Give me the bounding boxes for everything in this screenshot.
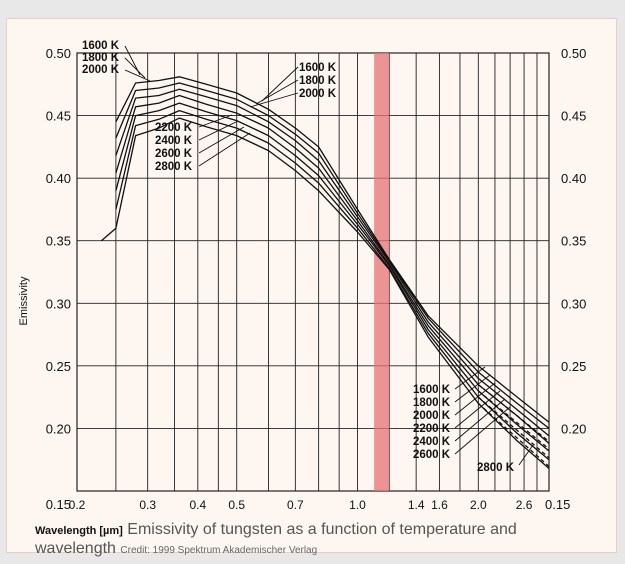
y-tick-label-right: 0.25 — [561, 359, 586, 374]
y-tick-label-right: 0.35 — [561, 234, 586, 249]
y-tick-label-right: 0.40 — [561, 171, 586, 186]
label-lower-left: 1800 K — [413, 397, 451, 409]
chart-grid — [76, 52, 550, 492]
y-tick-label-right: 0.50 — [561, 46, 586, 61]
y-tick-label-right: 0.30 — [561, 296, 586, 311]
caption-text: Emissivity of tungsten as a function of … — [35, 521, 517, 557]
y-tick-label-right: 0.45 — [561, 109, 586, 124]
series-dash-2800k — [477, 402, 550, 467]
right-corner-tick-label: 0.15 — [545, 497, 570, 512]
figure-card: 0.50 0.50 0.45 0.45 0.40 0.40 0.35 0.35 0.30 0.30… — [6, 18, 617, 557]
leader-line — [198, 126, 245, 154]
highlight-band — [374, 53, 390, 491]
caption-credit: Credit: 1999 Spektrum Akademischer Verla… — [120, 545, 318, 556]
x-tick-label: 1.6 — [431, 498, 448, 512]
leader-line — [124, 69, 151, 82]
plot-frame — [76, 52, 550, 492]
y-tick-label-left: 0.45 — [46, 109, 71, 124]
leader-line — [198, 114, 233, 128]
series-line-1800k — [115, 82, 550, 429]
x-tick-label: 0.4 — [189, 498, 206, 512]
label-middle: 2400 K — [155, 135, 193, 147]
series-line-2600k — [115, 109, 550, 461]
series-dash-2400k — [477, 390, 550, 450]
x-tick-label: 1.0 — [349, 498, 366, 512]
label-upper-left: 2000 K — [82, 64, 120, 76]
label-upper-right: 1600 K — [299, 62, 337, 74]
y-tick-label-left: 0.35 — [46, 234, 71, 249]
series-line-2200k — [115, 94, 550, 444]
label-upper-right: 1800 K — [299, 75, 337, 87]
label-lower-left: 2200 K — [413, 423, 451, 435]
tick-labels: 0.50 0.500.45 0.450.40 0.400.35 0.350.30 0.30… — [46, 46, 587, 512]
x-tick-label: 0.3 — [139, 498, 156, 512]
label-lower-right: 2800 K — [477, 462, 515, 474]
label-middle: 2200 K — [155, 122, 193, 134]
leader-line — [454, 374, 491, 403]
label-upper-left: 1800 K — [82, 52, 120, 64]
x-tick-label: 0.5 — [228, 498, 245, 512]
series-line-1600k — [115, 76, 550, 423]
emissivity-chart: 0.50 0.500.45 0.450.40 0.400.35 0.350.30 0.30… — [18, 40, 587, 512]
label-upper-left: 1600 K — [82, 40, 120, 52]
x-tick-label: 2.0 — [470, 498, 487, 512]
label-leader-lines — [124, 45, 534, 466]
figure-caption: Wavelength [µm] Emissivity of tungsten a… — [35, 521, 595, 560]
y-tick-label-left: 0.50 — [46, 46, 71, 61]
leader-line — [255, 79, 299, 105]
y-tick-label-left: 0.40 — [46, 171, 71, 186]
x-tick-label: 0.2 — [69, 498, 86, 512]
series-dash-2600k — [477, 396, 550, 459]
leader-line — [249, 92, 299, 108]
x-axis-label: Wavelength [µm] — [35, 525, 123, 537]
y-tick-label-left: 0.20 — [46, 421, 71, 436]
label-lower-left: 1600 K — [413, 384, 451, 396]
x-tick-label: 2.6 — [516, 498, 533, 512]
label-upper-right: 2000 K — [299, 88, 337, 100]
leader-line — [261, 66, 299, 102]
series-line-2400k — [115, 102, 550, 452]
label-middle: 2600 K — [155, 148, 193, 160]
label-lower-left: 2000 K — [413, 410, 451, 422]
y-tick-label-left: 0.30 — [46, 296, 71, 311]
y-axis-label: Emissivity — [18, 276, 30, 325]
leader-line — [198, 120, 239, 141]
label-middle: 2800 K — [155, 161, 193, 173]
y-tick-label-left: 0.25 — [46, 359, 71, 374]
label-lower-left: 2400 K — [413, 436, 451, 448]
leader-line — [454, 366, 486, 390]
series-dash-2200k — [477, 384, 550, 442]
leader-line — [124, 57, 146, 79]
corner-tick-label: 0.15 — [46, 497, 71, 512]
leader-line — [454, 398, 506, 442]
y-tick-label-right: 0.20 — [561, 421, 586, 436]
x-tick-label: 1.4 — [408, 498, 425, 512]
label-lower-left: 2600 K — [413, 449, 451, 461]
x-tick-label: 0.7 — [287, 498, 304, 512]
leader-line — [454, 390, 501, 429]
chart-series-group — [100, 76, 550, 469]
leader-line — [454, 406, 511, 455]
leader-line — [198, 132, 251, 167]
leader-line — [454, 382, 496, 416]
series-line-2000k — [115, 88, 550, 437]
series-line-2800k — [100, 117, 550, 469]
leader-line — [518, 444, 534, 466]
